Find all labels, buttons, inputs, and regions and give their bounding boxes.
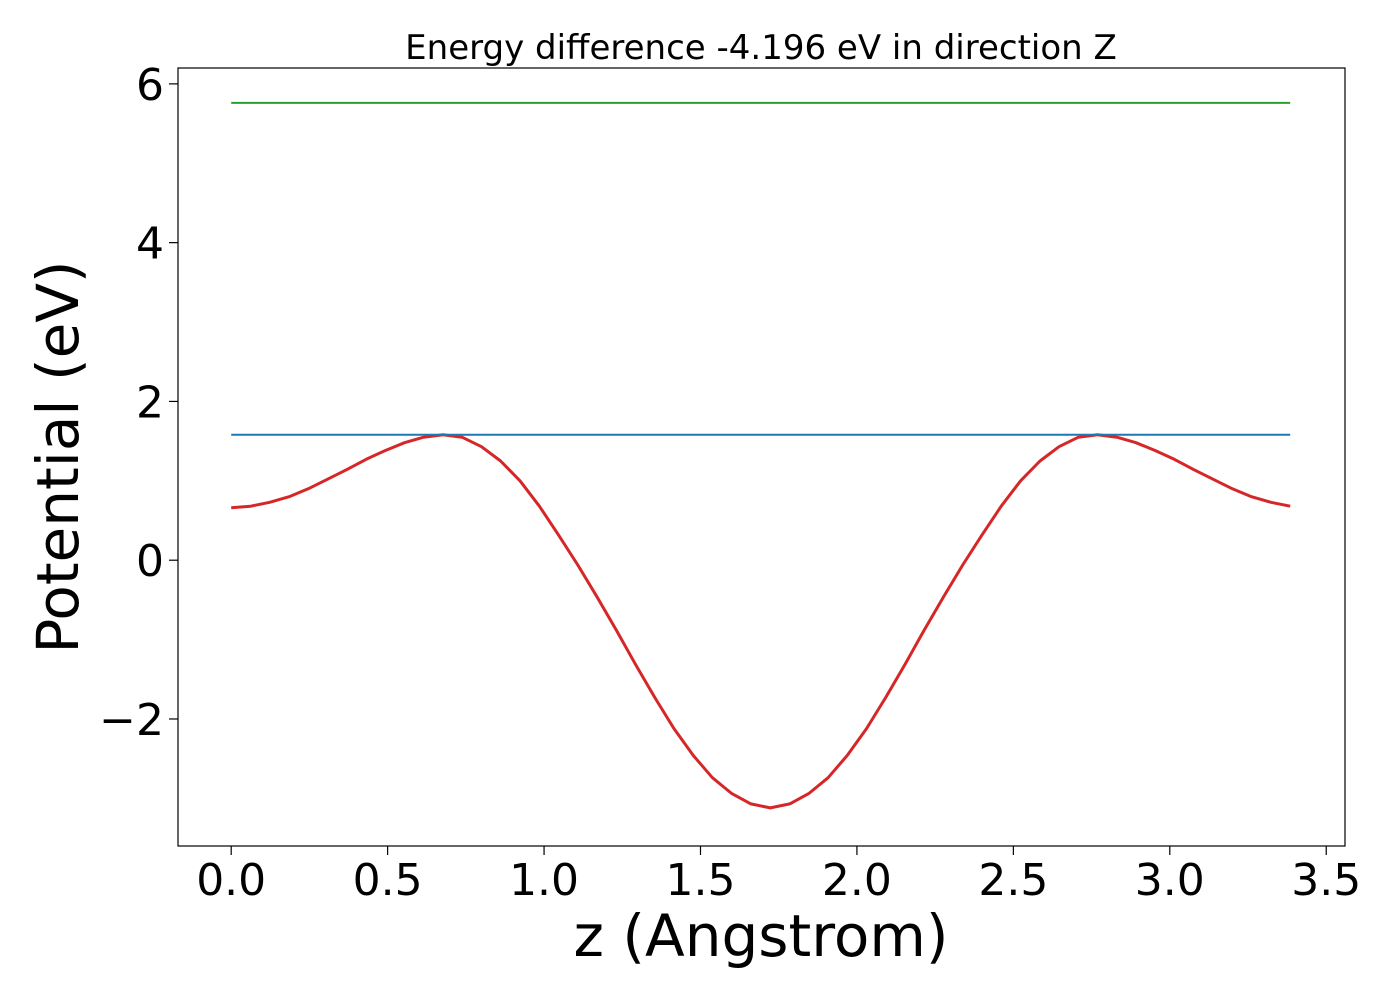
y-tick-label: 2: [136, 377, 164, 428]
plot-frame: [177, 67, 1346, 847]
y-tick-label: 6: [136, 60, 164, 111]
y-axis-label: Potential (eV): [24, 260, 92, 653]
x-axis: 0.0 0.5 1.0 1.5 2.0 2.5 3.0 3.5: [196, 846, 1361, 906]
y-tick-label: −2: [99, 695, 164, 746]
x-tick-label: 2.0: [822, 855, 892, 906]
y-tick-label: 0: [136, 536, 164, 587]
x-axis-label: z (Angstrom): [574, 902, 949, 970]
x-tick-label: 0.5: [353, 855, 423, 906]
series-line-0: [231, 433, 1291, 810]
x-tick-label: 1.0: [509, 855, 579, 906]
plot-lines: [231, 101, 1291, 810]
x-tick-label: 0.0: [196, 855, 266, 906]
y-axis: −2 0 2 4 6: [99, 60, 178, 746]
y-tick-label: 4: [136, 219, 164, 270]
x-tick-label: 3.0: [1135, 855, 1205, 906]
x-tick-label: 1.5: [665, 855, 735, 906]
x-tick-label: 2.5: [978, 855, 1048, 906]
x-tick-label: 3.5: [1291, 855, 1361, 906]
chart-title: Energy difference -4.196 eV in direction…: [405, 28, 1117, 68]
